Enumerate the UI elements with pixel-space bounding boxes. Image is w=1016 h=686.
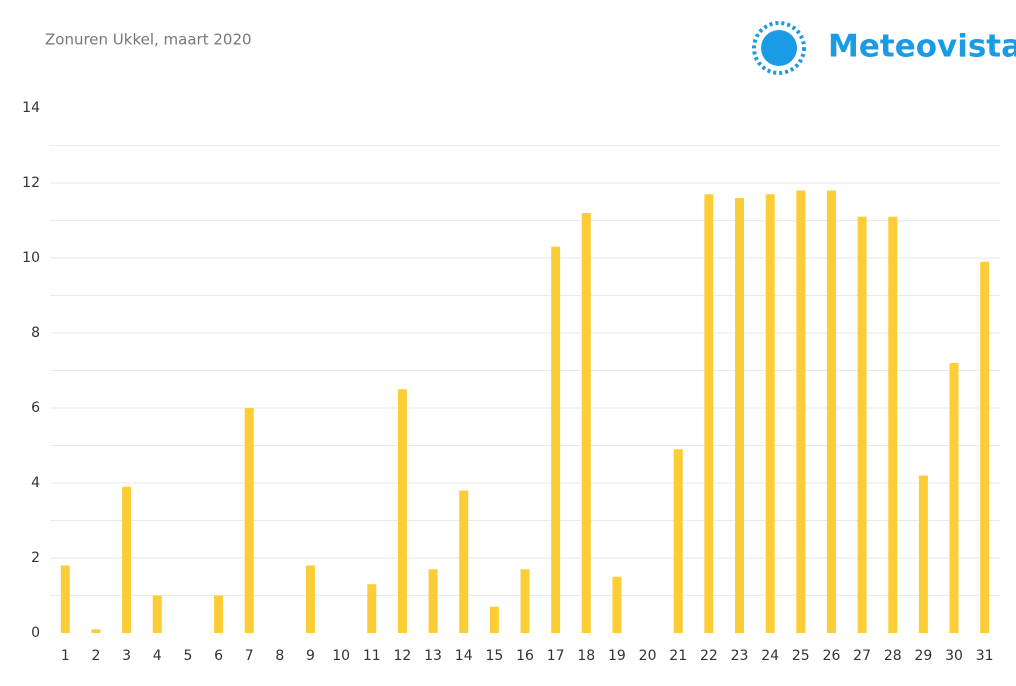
y-tick-label: 2 — [31, 550, 40, 566]
x-tick-label: 14 — [455, 648, 473, 664]
x-tick-label: 16 — [516, 648, 534, 664]
y-tick-label: 6 — [31, 400, 40, 416]
bar — [122, 486, 132, 633]
x-tick-label: 17 — [547, 648, 565, 664]
x-tick-label: 2 — [92, 648, 101, 664]
x-tick-label: 9 — [306, 648, 315, 664]
bar — [949, 363, 959, 633]
y-tick-label: 4 — [31, 475, 40, 491]
y-tick-label: 14 — [22, 100, 40, 116]
bar — [735, 198, 745, 633]
x-tick-label: 25 — [792, 648, 810, 664]
x-tick-label: 15 — [485, 648, 503, 664]
bar — [826, 190, 836, 633]
x-tick-label: 23 — [731, 648, 749, 664]
x-tick-label: 27 — [853, 648, 871, 664]
bar — [612, 576, 622, 633]
x-tick-label: 6 — [214, 648, 223, 664]
bar — [152, 595, 162, 633]
x-tick-label: 22 — [700, 648, 718, 664]
x-tick-label: 5 — [183, 648, 192, 664]
bar — [980, 261, 990, 633]
x-tick-label: 26 — [823, 648, 841, 664]
x-tick-label: 10 — [332, 648, 350, 664]
bar — [91, 629, 101, 633]
bar — [551, 246, 561, 633]
x-tick-label: 12 — [394, 648, 412, 664]
bar — [520, 569, 530, 633]
bar — [244, 408, 254, 633]
bar — [888, 216, 898, 633]
x-tick-label: 24 — [761, 648, 779, 664]
brand-name: Meteovista — [828, 29, 1016, 65]
x-tick-label: 21 — [669, 648, 687, 664]
bar — [489, 606, 499, 633]
y-tick-label: 10 — [22, 250, 40, 266]
bar — [673, 449, 683, 633]
bar — [428, 569, 438, 633]
x-tick-label: 4 — [153, 648, 162, 664]
x-tick-label: 13 — [424, 648, 442, 664]
bar — [765, 194, 775, 633]
bar — [367, 584, 377, 633]
x-tick-label: 18 — [577, 648, 595, 664]
y-tick-label: 12 — [22, 175, 40, 191]
bar — [214, 595, 224, 633]
x-tick-label: 3 — [122, 648, 131, 664]
x-tick-label: 20 — [639, 648, 657, 664]
logo-rays — [752, 21, 806, 75]
logo: Meteovista — [752, 21, 1016, 75]
bar — [305, 565, 315, 633]
chart-title: Zonuren Ukkel, maart 2020 — [45, 31, 252, 49]
bar — [459, 490, 469, 633]
x-tick-label: 7 — [245, 648, 254, 664]
x-tick-label: 31 — [976, 648, 994, 664]
bar — [397, 389, 407, 633]
logo-sun — [761, 30, 797, 66]
y-tick-label: 8 — [31, 325, 40, 341]
bar — [857, 216, 867, 633]
bar — [60, 565, 70, 633]
x-tick-label: 11 — [363, 648, 381, 664]
bar — [918, 475, 928, 633]
y-tick-label: 0 — [31, 625, 40, 641]
bar — [581, 213, 591, 633]
x-tick-label: 28 — [884, 648, 902, 664]
bar — [796, 190, 806, 633]
x-tick-label: 1 — [61, 648, 70, 664]
bar — [704, 194, 714, 633]
x-tick-label: 30 — [945, 648, 963, 664]
x-tick-label: 19 — [608, 648, 626, 664]
x-tick-label: 8 — [275, 648, 284, 664]
x-tick-label: 29 — [914, 648, 932, 664]
